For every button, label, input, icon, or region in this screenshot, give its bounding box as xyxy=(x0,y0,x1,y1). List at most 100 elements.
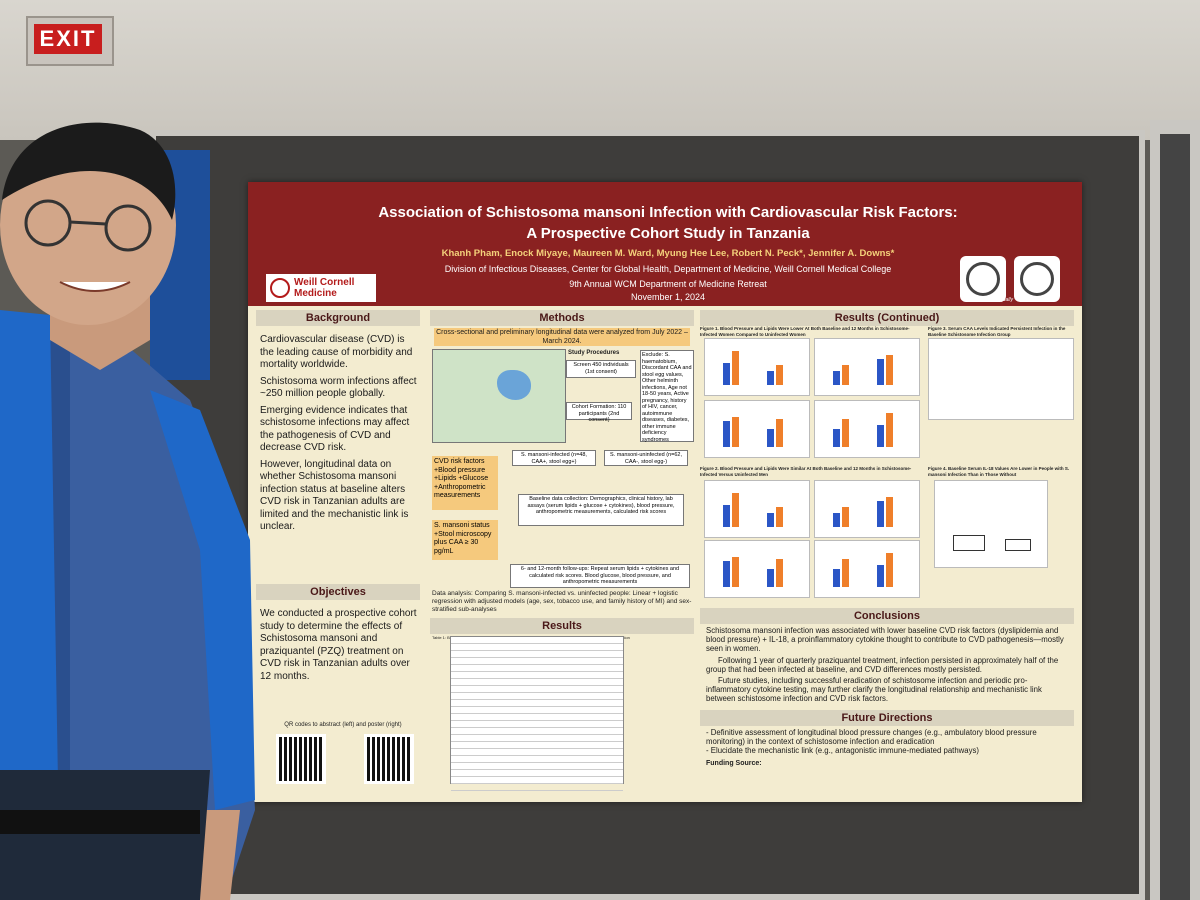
infected-bar xyxy=(723,421,730,447)
table-row xyxy=(451,735,623,742)
uninfected-bar xyxy=(732,493,739,527)
infected-bar xyxy=(767,569,774,587)
infected-bar xyxy=(833,371,840,385)
cvd-factors-box: CVD risk factors +Blood pressure +Lipids… xyxy=(432,456,498,510)
future-directions-heading: Future Directions xyxy=(700,710,1074,726)
infected-bar xyxy=(833,513,840,527)
adjacent-board xyxy=(1150,120,1200,900)
table-row xyxy=(451,686,623,693)
funding-label: Funding Source: xyxy=(706,760,762,767)
infected-bar xyxy=(877,359,884,385)
seal-icon xyxy=(270,278,290,298)
lake-victoria xyxy=(497,370,531,400)
infected-bar xyxy=(833,569,840,587)
table-row xyxy=(451,665,623,672)
poster-header: Association of Schistosoma mansoni Infec… xyxy=(248,182,1082,306)
table-row xyxy=(451,714,623,721)
uninfected-bar xyxy=(886,413,893,447)
table-row xyxy=(451,672,623,679)
infected-bar xyxy=(723,363,730,385)
baseline-table xyxy=(450,636,624,791)
baseline-box: Baseline data collection: Demographics, … xyxy=(518,494,684,526)
infected-group-box: S. mansoni-infected (n=48, CAA+, stool e… xyxy=(512,450,596,466)
uninfected-bar xyxy=(776,365,783,385)
table-row xyxy=(451,728,623,735)
cohort-box: Cohort Formation: 110 participants (2nd … xyxy=(566,402,632,423)
uninfected-bar xyxy=(732,417,739,447)
research-poster: Association of Schistosoma mansoni Infec… xyxy=(248,182,1082,802)
followup-box: 6- and 12-month follow-ups: Repeat serum… xyxy=(510,564,690,588)
presenter-person xyxy=(0,122,255,900)
qr-caption: QR codes to abstract (left) and poster (… xyxy=(284,722,402,728)
table-row xyxy=(451,651,623,658)
results-continued-heading: Results (Continued) xyxy=(700,310,1074,326)
mini-bar-chart xyxy=(704,338,810,396)
uninfected-bar xyxy=(776,419,783,447)
poster-date: November 1, 2024 xyxy=(630,292,706,302)
analysis-text: Data analysis: Comparing S. mansoni-infe… xyxy=(432,590,692,613)
poster-title: Association of Schistosoma mansoni Infec… xyxy=(308,202,1028,244)
mini-bar-chart xyxy=(814,540,920,598)
uninfected-bar xyxy=(732,351,739,385)
conclusions-heading: Conclusions xyxy=(700,608,1074,624)
background-text: Cardiovascular disease (CVD) is the lead… xyxy=(260,334,417,532)
poster-affiliation: Division of Infectious Diseases, Center … xyxy=(444,264,892,274)
future-directions-text: - Definitive assessment of longitudinal … xyxy=(706,728,1037,756)
table-row xyxy=(451,784,623,791)
objectives-text: We conducted a prospective cohort study … xyxy=(260,608,417,682)
table-row xyxy=(451,679,623,686)
qr-code-abstract xyxy=(276,734,326,784)
table-row xyxy=(451,756,623,763)
mini-bar-chart xyxy=(814,480,920,538)
uninfected-bar xyxy=(776,559,783,587)
background-wall xyxy=(0,0,1200,140)
infected-bar xyxy=(877,501,884,527)
results-heading: Results xyxy=(430,618,694,634)
uninfected-bar xyxy=(776,507,783,527)
background-heading: Background xyxy=(256,310,420,326)
table-row xyxy=(451,637,623,644)
figure-1-caption: Figure 1. Blood Pressure and Lipids Were… xyxy=(700,326,910,337)
figure-3-caption: Figure 3. Serum CAA Levels Indicated Per… xyxy=(928,326,1066,337)
title-line-1: Association of Schistosoma mansoni Infec… xyxy=(378,204,958,221)
institution-seal-right xyxy=(1014,256,1060,302)
status-box: S. mansoni status +Stool microscopy plus… xyxy=(432,520,498,560)
uninfected-bar xyxy=(842,559,849,587)
infected-bar xyxy=(833,429,840,447)
table-row xyxy=(451,777,623,784)
infected-bar xyxy=(767,429,774,447)
uninfected-bar xyxy=(886,497,893,527)
methods-intro: Cross-sectional and preliminary longitud… xyxy=(434,328,690,346)
study-procedures-label: Study Procedures xyxy=(568,350,620,356)
institution-seal-left xyxy=(960,256,1006,302)
infected-bar xyxy=(723,561,730,587)
figure-3-scatter xyxy=(928,338,1074,420)
figure-4-boxplot xyxy=(934,480,1048,568)
uninfected-bar xyxy=(886,355,893,385)
methods-heading: Methods xyxy=(430,310,694,326)
objectives-heading: Objectives xyxy=(256,584,420,600)
exit-sign-text: EXIT xyxy=(34,24,102,54)
table-row xyxy=(451,721,623,728)
mini-bar-chart xyxy=(704,480,810,538)
tanzania-map xyxy=(432,349,566,443)
uninfected-bar xyxy=(842,419,849,447)
infected-bar xyxy=(767,371,774,385)
uninfected-bar xyxy=(842,365,849,385)
uninfected-bar xyxy=(732,557,739,587)
infected-bar xyxy=(723,505,730,527)
exclude-box: Exclude: S. haematobium, Discordant CAA … xyxy=(640,350,694,443)
poster-event: 9th Annual WCM Department of Medicine Re… xyxy=(569,279,767,289)
table-row xyxy=(451,693,623,700)
weill-cornell-logo: Weill Cornell Medicine xyxy=(266,274,376,302)
qr-code-poster xyxy=(364,734,414,784)
title-line-2: A Prospective Cohort Study in Tanzania xyxy=(526,225,810,242)
poster-authors: Khanh Pham, Enock Miyaye, Maureen M. War… xyxy=(441,248,895,259)
mini-bar-chart xyxy=(814,400,920,458)
mini-bar-chart xyxy=(704,540,810,598)
uninfected-bar xyxy=(842,507,849,527)
screen-box: Screen 450 individuals (1st consent) xyxy=(566,360,636,378)
infected-bar xyxy=(877,565,884,587)
infected-bar xyxy=(767,513,774,527)
exit-sign: EXIT xyxy=(26,16,114,66)
